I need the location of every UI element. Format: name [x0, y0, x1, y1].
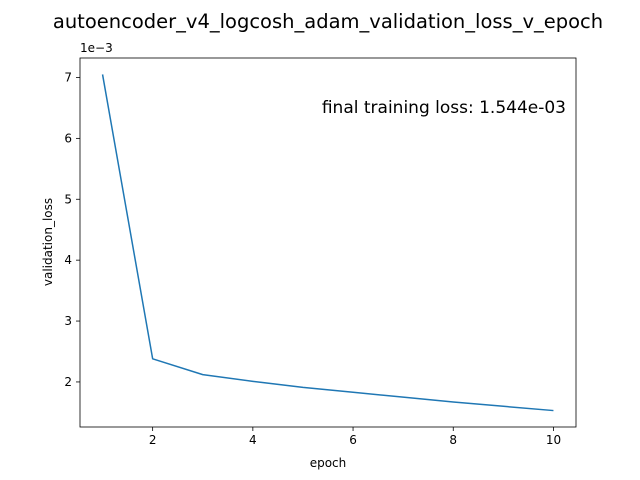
- x-tick-label: 8: [449, 433, 457, 447]
- x-tick-label: 4: [249, 433, 257, 447]
- y-tick-label: 7: [64, 70, 72, 84]
- final-loss-annotation: final training loss: 1.544e-03: [322, 98, 566, 118]
- plot-area: 2 4 6 8 10 2 3 4 5 6 7: [64, 57, 577, 447]
- chart-title: autoencoder_v4_logcosh_adam_validation_l…: [53, 10, 603, 33]
- x-tick-label: 6: [349, 433, 357, 447]
- series-line-0: [101, 74, 554, 412]
- y-tick-label: 5: [64, 192, 72, 206]
- y-tick-label: 6: [64, 131, 72, 145]
- y-tick-label: 2: [64, 375, 72, 389]
- x-tick-label: 2: [149, 433, 157, 447]
- y-offset-label: 1e−3: [80, 41, 113, 55]
- y-tick-label: 3: [64, 314, 72, 328]
- y-tick-label: 4: [64, 253, 72, 267]
- x-axis-label: epoch: [310, 456, 347, 470]
- axes-frame: [79, 57, 577, 428]
- x-tick-label: 10: [546, 433, 561, 447]
- y-axis-label: validation_loss: [41, 198, 55, 286]
